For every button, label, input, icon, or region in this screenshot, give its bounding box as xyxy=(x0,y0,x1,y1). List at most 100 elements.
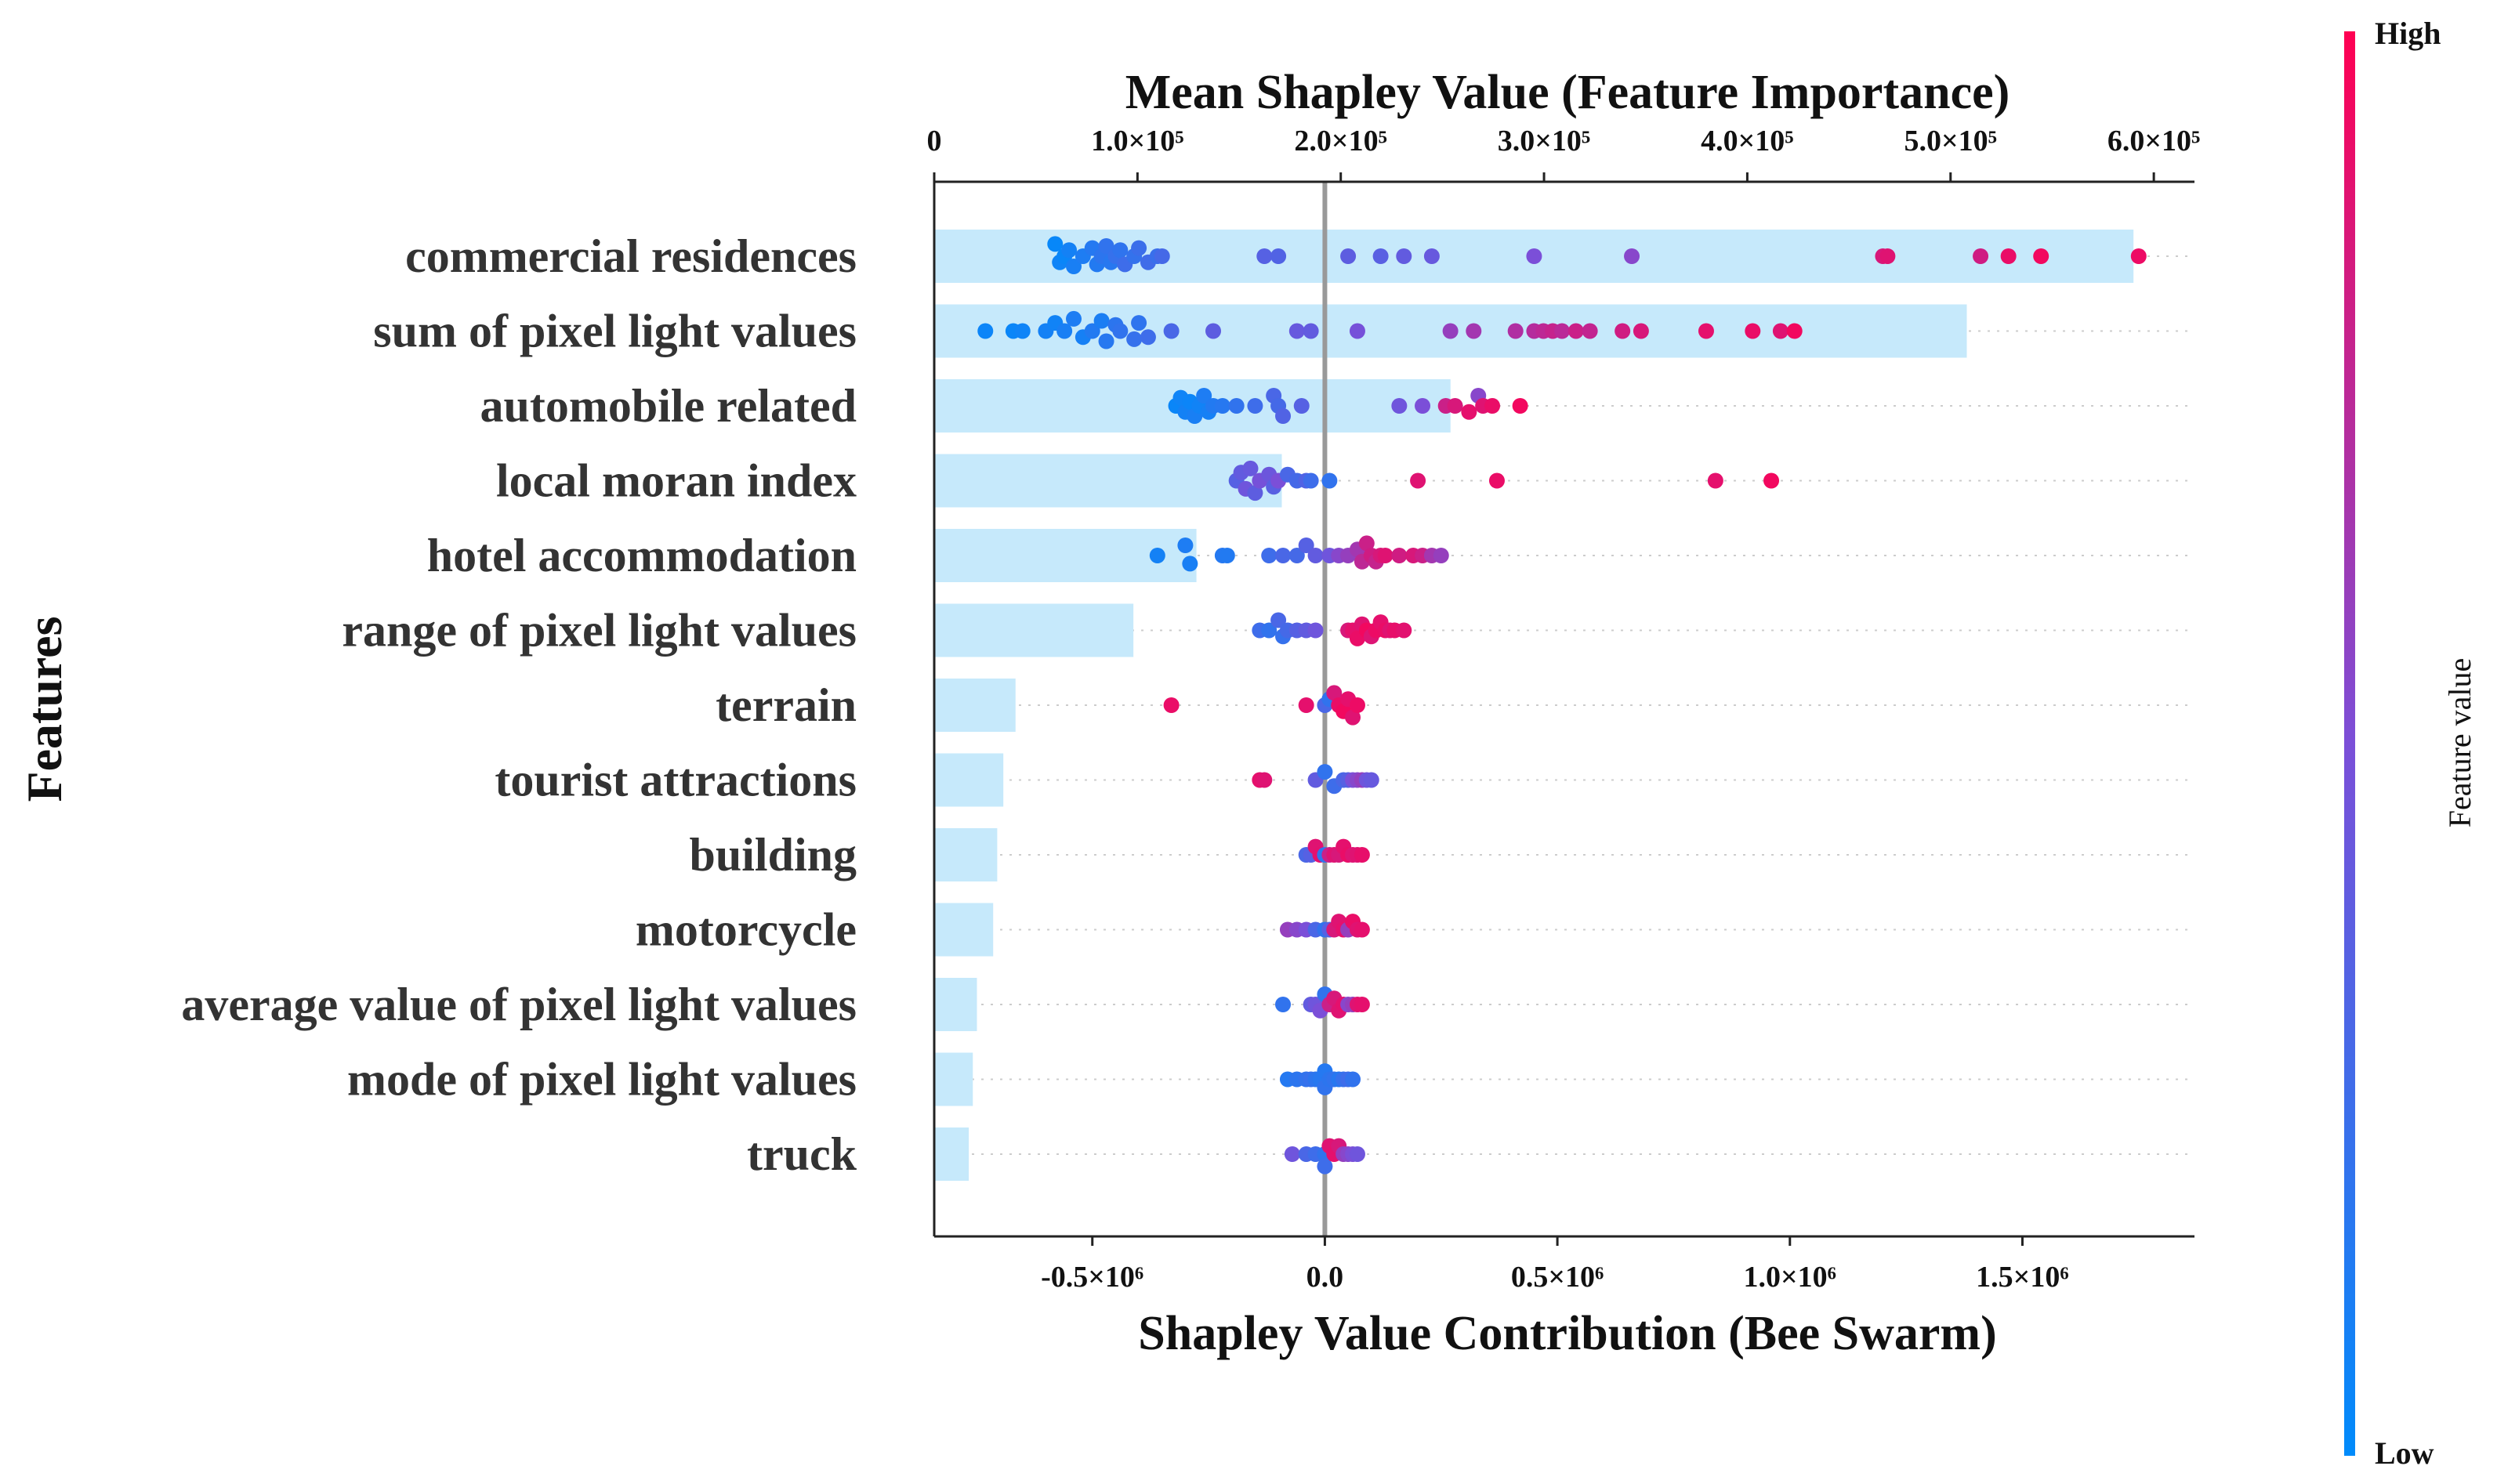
shap-point xyxy=(1205,323,1222,339)
shap-point xyxy=(1066,259,1082,274)
shap-point xyxy=(1047,236,1064,252)
shap-point xyxy=(1433,548,1449,563)
mean-shap-bar xyxy=(934,828,998,881)
top-tick-label: 6.0×10⁵ xyxy=(2107,125,2201,157)
shap-point xyxy=(1298,537,1314,553)
shap-point xyxy=(1256,772,1273,788)
shap-point xyxy=(1261,622,1277,639)
bottom-tick-label: 0.5×10⁶ xyxy=(1511,1261,1604,1294)
shap-point xyxy=(1615,323,1631,339)
axes xyxy=(933,180,2194,1238)
shap-point xyxy=(1196,388,1212,404)
shap-point xyxy=(1707,472,1723,489)
beeswarm-points xyxy=(977,236,2147,1175)
shap-point xyxy=(1345,1071,1361,1088)
shap-point xyxy=(1228,398,1245,414)
shap-point xyxy=(1466,323,1482,339)
shap-point xyxy=(1396,248,1412,264)
shap-point xyxy=(1423,248,1440,264)
feature-label: tourist attractions xyxy=(495,755,857,806)
shap-point xyxy=(1056,323,1073,339)
mean-shap-bar xyxy=(934,679,1016,732)
bottom-tick-label: -0.5×10⁶ xyxy=(1041,1261,1143,1294)
shap-point xyxy=(1084,323,1100,339)
shap-point xyxy=(1488,472,1505,489)
shap-point xyxy=(1270,248,1287,264)
shap-point xyxy=(1307,622,1324,639)
shap-point xyxy=(1293,398,1310,414)
shap-point xyxy=(2130,248,2147,264)
colorbar: High Low Feature value xyxy=(2344,16,2477,1471)
shap-point xyxy=(1066,310,1082,327)
bottom-tick-label: 0.0 xyxy=(1306,1261,1344,1294)
shap-point xyxy=(1288,323,1305,339)
shap-point xyxy=(1112,242,1129,259)
shap-point xyxy=(1326,685,1343,701)
colorbar-title: Feature value xyxy=(2442,658,2477,828)
shap-point xyxy=(1786,323,1803,339)
shap-point xyxy=(1182,556,1198,572)
colorbar-gradient xyxy=(2344,31,2355,1456)
top-tick-label: 2.0×10⁵ xyxy=(1294,125,1387,157)
feature-label: automobile related xyxy=(480,380,857,432)
shap-point xyxy=(1554,323,1571,339)
mean-shap-bar xyxy=(934,603,1134,657)
shap-point xyxy=(1317,1158,1333,1175)
shap-point xyxy=(1484,398,1501,414)
shap-point xyxy=(1396,622,1412,639)
mean-shap-bars xyxy=(934,230,2134,1181)
colorbar-low-label: Low xyxy=(2375,1435,2434,1471)
shap-point xyxy=(1093,313,1110,329)
shap-point xyxy=(1307,548,1324,563)
shap-point xyxy=(1745,323,1761,339)
feature-labels: commercial residences sum of pixel light … xyxy=(181,230,857,1180)
shap-point xyxy=(1363,772,1379,788)
shap-point xyxy=(1177,537,1194,553)
shap-point xyxy=(1354,921,1370,938)
shap-point xyxy=(1582,323,1598,339)
shap-point xyxy=(1461,404,1477,420)
shap-point xyxy=(1298,697,1314,713)
shap-point xyxy=(1270,612,1287,628)
shap-point xyxy=(1354,997,1370,1012)
shap-point xyxy=(1512,398,1528,414)
shap-point xyxy=(1698,323,1714,339)
shap-point xyxy=(1112,323,1129,339)
shap-point xyxy=(1633,323,1649,339)
shap-point xyxy=(2033,248,2049,264)
shap-point xyxy=(1526,248,1542,264)
shap-point xyxy=(1061,242,1078,259)
top-tick-label: 4.0×10⁵ xyxy=(1701,125,1794,157)
shap-point xyxy=(1261,548,1277,563)
shap-point xyxy=(1321,472,1338,489)
feature-label: average value of pixel light values xyxy=(181,979,857,1030)
shap-point xyxy=(1214,398,1230,414)
shap-point xyxy=(1349,323,1365,339)
shap-point xyxy=(1349,1146,1365,1162)
shap-point xyxy=(1098,238,1114,254)
shap-point xyxy=(1131,315,1147,331)
shap-point xyxy=(1275,548,1292,563)
chart-title: Mean Shapley Value (Feature Importance) xyxy=(1125,66,2010,119)
shap-point xyxy=(1219,548,1235,563)
top-tick-label: 3.0×10⁵ xyxy=(1498,125,1591,157)
shap-point xyxy=(1154,248,1170,264)
shap-point xyxy=(1340,248,1357,264)
shap-point xyxy=(1149,548,1165,563)
shap-point xyxy=(977,323,994,339)
top-tick-label: 1.0×10⁵ xyxy=(1091,125,1184,157)
top-axis-ticks: 0 1.0×10⁵ 2.0×10⁵ 3.0×10⁵ 4.0×10⁵ 5.0×10⁵ 6.0×… xyxy=(927,125,2201,182)
shap-point xyxy=(1391,548,1408,563)
feature-label: sum of pixel light values xyxy=(373,306,857,357)
shap-point xyxy=(1507,323,1524,339)
shap-point xyxy=(1242,460,1259,476)
bottom-tick-label: 1.5×10⁶ xyxy=(1976,1261,2069,1294)
shap-point xyxy=(1447,398,1463,414)
shap-point xyxy=(1345,709,1361,726)
shap-point xyxy=(1126,331,1143,347)
feature-label: commercial residences xyxy=(405,230,857,282)
shap-point xyxy=(1763,472,1780,489)
shap-point xyxy=(1567,323,1584,339)
shap-point xyxy=(1014,323,1031,339)
colorbar-high-label: High xyxy=(2375,16,2441,51)
